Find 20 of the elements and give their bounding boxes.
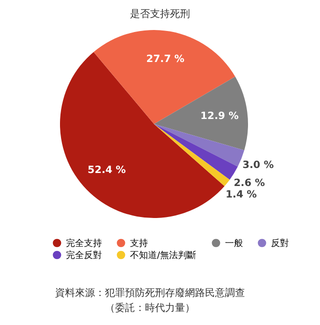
data-label: 3.0 % xyxy=(242,160,274,172)
pie-slice xyxy=(154,124,230,186)
data-label: 2.6 % xyxy=(234,178,265,189)
legend-label: 支持 xyxy=(130,238,148,249)
data-label: 27.7 % xyxy=(146,54,184,65)
legend-label: 完全反對 xyxy=(66,250,102,261)
data-label: 12.9 % xyxy=(200,110,239,122)
data-label: 52.4 % xyxy=(88,165,126,176)
legend-label: 完全支持 xyxy=(66,238,102,249)
legend-label: 反對 xyxy=(271,238,289,249)
text: （委託：時代力量） xyxy=(105,302,195,314)
data-label: 1.4 % xyxy=(226,189,257,200)
legend-label: 一般 xyxy=(225,238,243,249)
pie-slice xyxy=(154,124,244,167)
pie-slice xyxy=(154,124,238,180)
pie-slice xyxy=(60,52,225,218)
chart-title: 是否支持死刑 xyxy=(130,8,190,20)
pie-slice xyxy=(154,76,248,150)
source-note: 資料來源：犯罪預防死刑存廢網路民意調查 xyxy=(55,287,245,299)
legend-label: 不知道/無法判斷 xyxy=(130,250,196,261)
